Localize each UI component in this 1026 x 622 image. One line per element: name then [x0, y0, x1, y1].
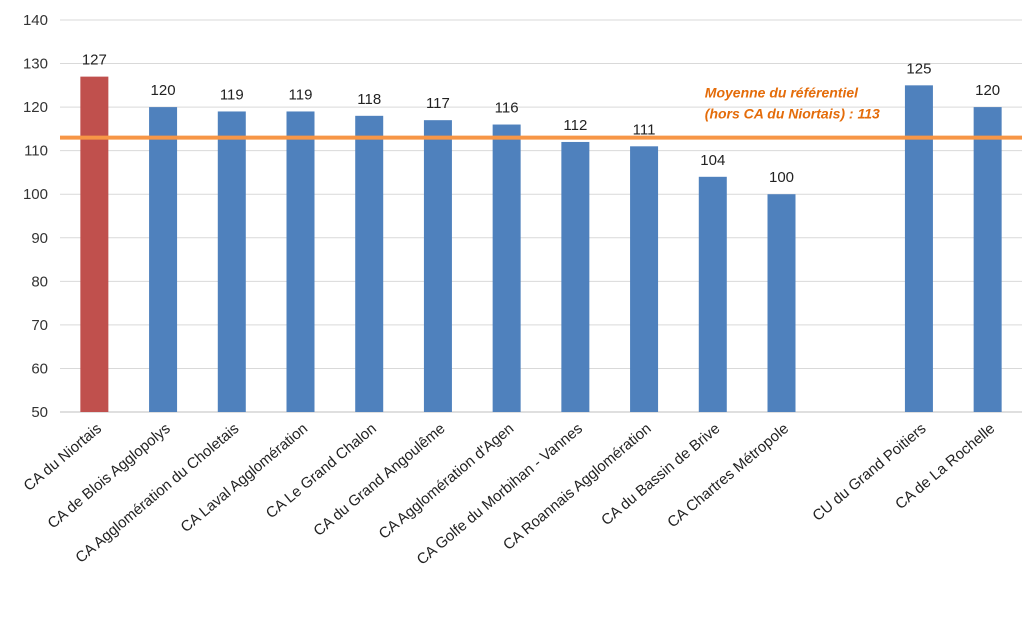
x-tick-label: CA Agglomération d'Agen — [376, 420, 518, 543]
y-axis-ticks: 50 60 70 80 90 100 110 120 130 140 — [23, 12, 48, 421]
x-tick-label: CA de Blois Agglopolys — [45, 420, 174, 532]
value-labels: 127 120 119 119 118 117 116 112 111 104 100 125 120 — [82, 52, 1000, 187]
data-label: 111 — [633, 121, 656, 138]
bar — [80, 76, 109, 412]
data-label: 125 — [906, 60, 931, 77]
data-label: 100 — [769, 169, 794, 186]
bar — [492, 124, 521, 413]
data-label: 118 — [357, 91, 381, 108]
bar — [149, 107, 178, 412]
bar — [904, 85, 933, 412]
y-tick-label: 130 — [23, 56, 48, 73]
data-label: 119 — [289, 86, 313, 103]
bar — [973, 107, 1002, 412]
data-label: 116 — [495, 100, 519, 117]
y-tick-label: 50 — [31, 404, 48, 421]
bar — [217, 111, 246, 412]
gridlines — [60, 19, 1022, 413]
data-label: 104 — [700, 152, 725, 169]
data-label: 127 — [82, 52, 107, 69]
y-tick-label: 120 — [23, 99, 48, 116]
bar — [286, 111, 315, 412]
y-tick-label: 60 — [31, 360, 48, 377]
data-label: 120 — [975, 82, 1000, 99]
x-tick-label: CU du Grand Poitiers — [809, 420, 929, 525]
y-tick-label: 100 — [23, 186, 48, 203]
data-label: 119 — [220, 86, 244, 103]
data-label: 120 — [151, 82, 176, 99]
x-tick-label: CA Laval Agglomération — [177, 420, 311, 536]
x-tick-label: CA Le Grand Chalon — [263, 420, 380, 522]
x-tick-label: CA Chartres Métropole — [664, 420, 792, 531]
bars — [80, 76, 1002, 413]
y-tick-label: 80 — [31, 273, 48, 290]
y-tick-label: 140 — [23, 12, 48, 29]
bar — [767, 194, 796, 412]
y-tick-label: 110 — [24, 143, 48, 160]
bar — [423, 120, 452, 412]
x-tick-label: CA du Grand Angoulême — [310, 420, 448, 540]
bar — [355, 115, 384, 413]
x-tick-label: CA du Bassin de Brive — [598, 420, 723, 529]
y-tick-label: 70 — [31, 317, 48, 334]
data-label: 112 — [563, 117, 587, 134]
reference-label-line2: (hors CA du Niortais) : 113 — [705, 106, 880, 122]
reference-label-line1: Moyenne du référentiel — [705, 85, 859, 101]
bar — [561, 141, 590, 412]
data-label: 117 — [426, 95, 450, 112]
y-tick-label: 90 — [31, 230, 48, 247]
bar — [698, 176, 727, 412]
bar — [630, 146, 659, 413]
